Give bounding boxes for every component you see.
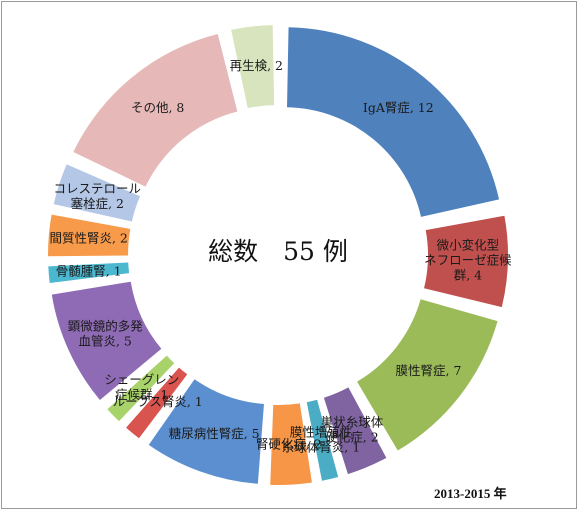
slice-label-7: ループス腎炎, 1	[113, 394, 203, 409]
slice-9	[51, 281, 162, 401]
slice-label-11: 間質性腎炎, 2	[49, 231, 127, 246]
slice-7	[126, 367, 188, 439]
slice-6	[148, 379, 264, 484]
slice-label-4: 膜性増殖性糸球体腎炎, 1	[282, 425, 360, 455]
slice-1	[424, 215, 508, 308]
period-label: 2013-2015 年	[434, 486, 507, 501]
slice-13	[73, 33, 238, 187]
slice-4	[306, 399, 339, 481]
slice-label-10: 骨髄腫腎, 1	[56, 263, 122, 278]
slice-label-2: 膜性腎症, 7	[396, 363, 462, 378]
slice-2	[357, 299, 498, 451]
slice-12	[53, 164, 141, 222]
slice-label-14: 再生検, 2	[230, 58, 283, 73]
slice-14	[231, 25, 275, 109]
slice-5	[270, 403, 312, 485]
slice-label-13: その他, 8	[131, 100, 184, 115]
slice-0	[287, 27, 500, 217]
slice-3	[323, 387, 387, 475]
slice-label-6: 糖尿病性腎症, 5	[169, 426, 260, 441]
slice-11	[48, 214, 131, 257]
slice-label-1: 微小変化型ネフローゼ症候群, 4	[424, 237, 512, 282]
slice-label-3: 巣状糸球体硬化症, 2	[321, 415, 384, 445]
slice-8	[107, 355, 175, 422]
slice-label-9: 顕微鏡的多発血管炎, 5	[68, 318, 144, 348]
slice-label-5: 腎硬化症, 2	[256, 437, 322, 452]
slice-label-0: IgA腎症, 12	[363, 100, 434, 115]
slice-10	[48, 262, 130, 283]
slice-label-12: コレステロール塞栓症, 2	[54, 181, 142, 211]
total-label: 総数 55 例	[208, 237, 348, 266]
slice-label-8: シェーグレン症候群, 1	[104, 372, 179, 402]
